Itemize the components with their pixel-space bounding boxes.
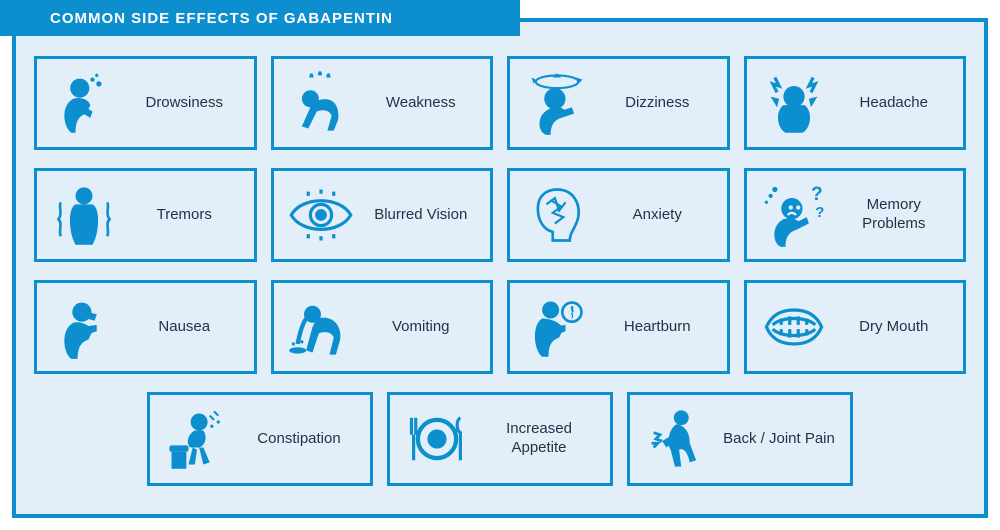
constipation-icon xyxy=(158,400,236,478)
card-label: Increased Appetite xyxy=(476,420,602,458)
card-label: Drowsiness xyxy=(123,94,246,113)
card-increased-appetite: Increased Appetite xyxy=(387,392,613,486)
card-label: Constipation xyxy=(236,430,362,449)
card-weakness: Weakness xyxy=(271,56,494,150)
card-blurred-vision: Blurred Vision xyxy=(271,168,494,262)
card-memory-problems: ? ? Memory Problems xyxy=(744,168,967,262)
card-nausea: Nausea xyxy=(34,280,257,374)
svg-text:?: ? xyxy=(811,184,823,205)
card-label: Vomiting xyxy=(360,318,483,337)
card-label: Nausea xyxy=(123,318,246,337)
dizziness-icon xyxy=(518,64,596,142)
card-label: Tremors xyxy=(123,206,246,225)
card-back-joint-pain: Back / Joint Pain xyxy=(627,392,853,486)
tremors-icon xyxy=(45,176,123,254)
weakness-icon xyxy=(282,64,360,142)
card-label: Heartburn xyxy=(596,318,719,337)
headache-icon xyxy=(755,64,833,142)
card-constipation: Constipation xyxy=(147,392,373,486)
drowsiness-icon xyxy=(45,64,123,142)
svg-text:?: ? xyxy=(815,205,824,221)
card-tremors: Tremors xyxy=(34,168,257,262)
card-label: Weakness xyxy=(360,94,483,113)
memory-problems-icon: ? ? xyxy=(755,176,833,254)
card-drowsiness: Drowsiness xyxy=(34,56,257,150)
card-label: Anxiety xyxy=(596,206,719,225)
card-dizziness: Dizziness xyxy=(507,56,730,150)
card-dry-mouth: Dry Mouth xyxy=(744,280,967,374)
card-label: Back / Joint Pain xyxy=(716,430,842,449)
effects-grid: Drowsiness Weakness xyxy=(34,56,966,496)
card-label: Headache xyxy=(833,94,956,113)
card-heartburn: Heartburn xyxy=(507,280,730,374)
grid-row: Constipation Increased Appetite xyxy=(34,392,966,486)
blurred-vision-icon xyxy=(282,176,360,254)
effects-panel: Drowsiness Weakness xyxy=(12,18,988,518)
back-joint-pain-icon xyxy=(638,400,716,478)
card-label: Dizziness xyxy=(596,94,719,113)
grid-row: Drowsiness Weakness xyxy=(34,56,966,150)
card-vomiting: Vomiting xyxy=(271,280,494,374)
anxiety-icon xyxy=(518,176,596,254)
heartburn-icon xyxy=(518,288,596,366)
increased-appetite-icon xyxy=(398,400,476,478)
card-label: Memory Problems xyxy=(833,196,956,234)
card-headache: Headache xyxy=(744,56,967,150)
card-label: Blurred Vision xyxy=(360,206,483,225)
grid-row: Nausea Vomiting xyxy=(34,280,966,374)
card-anxiety: Anxiety xyxy=(507,168,730,262)
vomiting-icon xyxy=(282,288,360,366)
dry-mouth-icon xyxy=(755,288,833,366)
page-title: COMMON SIDE EFFECTS OF GABAPENTIN xyxy=(50,10,393,27)
title-bar: COMMON SIDE EFFECTS OF GABAPENTIN xyxy=(0,0,520,36)
grid-row: Tremors Blurred Vision xyxy=(34,168,966,262)
nausea-icon xyxy=(45,288,123,366)
card-label: Dry Mouth xyxy=(833,318,956,337)
